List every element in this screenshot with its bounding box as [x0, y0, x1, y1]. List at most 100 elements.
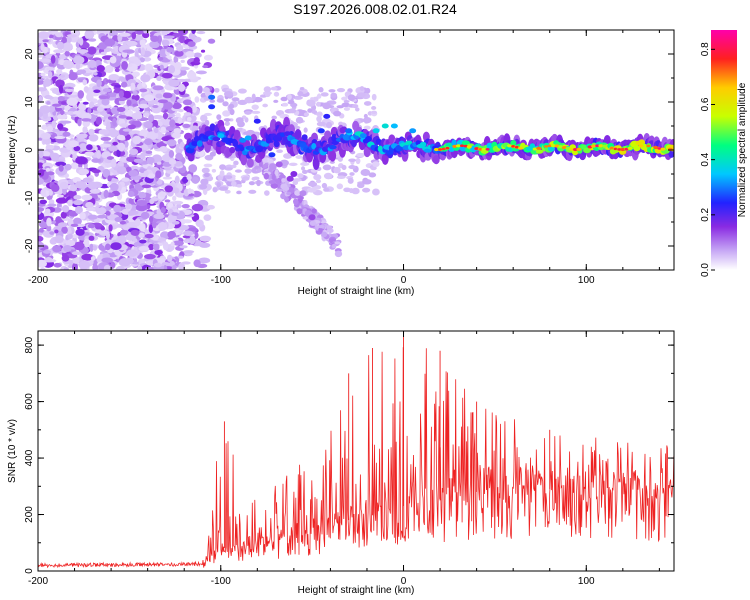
heatmap-cell [114, 217, 123, 223]
heatmap-cell [180, 59, 185, 64]
heatmap-cell [102, 88, 112, 93]
colorbar-tick-label: 0.0 [700, 263, 711, 277]
heatmap-cell [38, 111, 44, 118]
heatmap-cell [122, 90, 132, 99]
heatmap-cell [81, 118, 92, 122]
heatmap-cell [131, 94, 140, 102]
heatmap-cell [486, 142, 493, 149]
heatmap-cell [183, 132, 193, 141]
x-tick-label: 0 [401, 275, 407, 286]
heatmap-cell [89, 188, 101, 194]
heatmap-cell [172, 200, 184, 205]
heatmap-cell [72, 199, 84, 206]
heatmap-cell [583, 147, 591, 154]
heatmap-cell [157, 99, 169, 104]
heatmap-cell [52, 128, 60, 133]
heatmap-cell [296, 208, 303, 215]
heatmap-cell [162, 176, 173, 180]
heatmap-cell [145, 150, 153, 155]
heatmap-cell [102, 168, 111, 178]
heatmap-cell [147, 173, 156, 179]
heatmap-cell [51, 120, 57, 129]
heatmap-cell [336, 183, 344, 190]
heatmap-cell [160, 58, 171, 63]
heatmap-cell [371, 106, 377, 110]
heatmap-cell [197, 85, 203, 94]
heatmap-cell [68, 140, 79, 148]
heatmap-cell [232, 139, 239, 147]
heatmap-cell [84, 30, 95, 39]
heatmap-cell [173, 127, 182, 134]
heatmap-cell [287, 93, 292, 101]
heatmap-cell [244, 168, 253, 174]
heatmap-cell [318, 227, 323, 233]
heatmap-cell [156, 161, 162, 165]
heatmap-cell [60, 109, 65, 115]
heatmap-cell [309, 220, 316, 226]
x-tick-label: 100 [578, 275, 595, 286]
heatmap-cell [265, 137, 272, 144]
heatmap-cell [169, 119, 176, 128]
heatmap-cell [200, 178, 209, 186]
heatmap-cell [162, 92, 173, 99]
colorbar [711, 30, 737, 270]
x-tick-label: 100 [578, 576, 595, 587]
heatmap-cell [88, 128, 95, 136]
heatmap-cell [660, 147, 666, 151]
heatmap-cell [119, 32, 131, 37]
heatmap-cell [270, 86, 278, 91]
heatmap-cell [79, 143, 88, 152]
heatmap-cell [84, 151, 95, 156]
heatmap-cell [100, 226, 105, 231]
heatmap-cell [57, 95, 65, 102]
heatmap-cell [256, 179, 261, 187]
heatmap-cell [251, 110, 261, 114]
heatmap-cell [179, 35, 185, 44]
heatmap-cell [244, 96, 254, 104]
y-tick-label: -10 [24, 190, 35, 205]
heatmap-cell [200, 49, 206, 53]
heatmap-cell [274, 178, 280, 183]
heatmap-cell [363, 116, 372, 124]
heatmap-cell [316, 121, 326, 127]
heatmap-cell [79, 37, 84, 46]
heatmap-cell [217, 133, 225, 139]
heatmap-cell [667, 147, 673, 151]
heatmap-cell [336, 175, 346, 179]
heatmap-y-label: Frequency (Hz) [7, 116, 18, 185]
heatmap-cell [138, 191, 147, 199]
heatmap-cell [171, 264, 177, 270]
heatmap-cell [160, 126, 167, 134]
heatmap-cell [203, 172, 210, 178]
heatmap-cell [172, 102, 182, 109]
heatmap-cell [38, 177, 44, 185]
heatmap-cell [170, 241, 175, 247]
heatmap-cell [293, 95, 303, 100]
heatmap-cell [127, 190, 135, 198]
heatmap-cell [297, 173, 304, 179]
heatmap-cell [333, 166, 341, 174]
heatmap-cell [140, 211, 150, 220]
heatmap-cell [139, 239, 147, 244]
heatmap-cell [59, 120, 72, 124]
heatmap-cell [116, 134, 126, 141]
heatmap-cell [53, 49, 65, 54]
heatmap-cell [159, 191, 165, 198]
heatmap-cell [474, 147, 479, 150]
heatmap-cell [206, 204, 215, 210]
colorbar-tick-label: 0.6 [700, 97, 711, 111]
heatmap-x-ticks: -200 -100 0 100 [28, 30, 660, 286]
heatmap-cell [137, 265, 143, 270]
heatmap-cell [290, 171, 298, 177]
heatmap-cell [158, 56, 164, 61]
heatmap-cell [131, 31, 137, 40]
heatmap-cell [224, 175, 233, 180]
heatmap-cell [343, 187, 351, 193]
heatmap-cell [118, 258, 131, 267]
heatmap-cell [96, 214, 108, 219]
heatmap-cell [263, 172, 270, 180]
heatmap-cell [193, 52, 202, 58]
heatmap-cell [55, 161, 67, 167]
heatmap-cell [72, 55, 85, 65]
heatmap-cell [48, 34, 54, 39]
